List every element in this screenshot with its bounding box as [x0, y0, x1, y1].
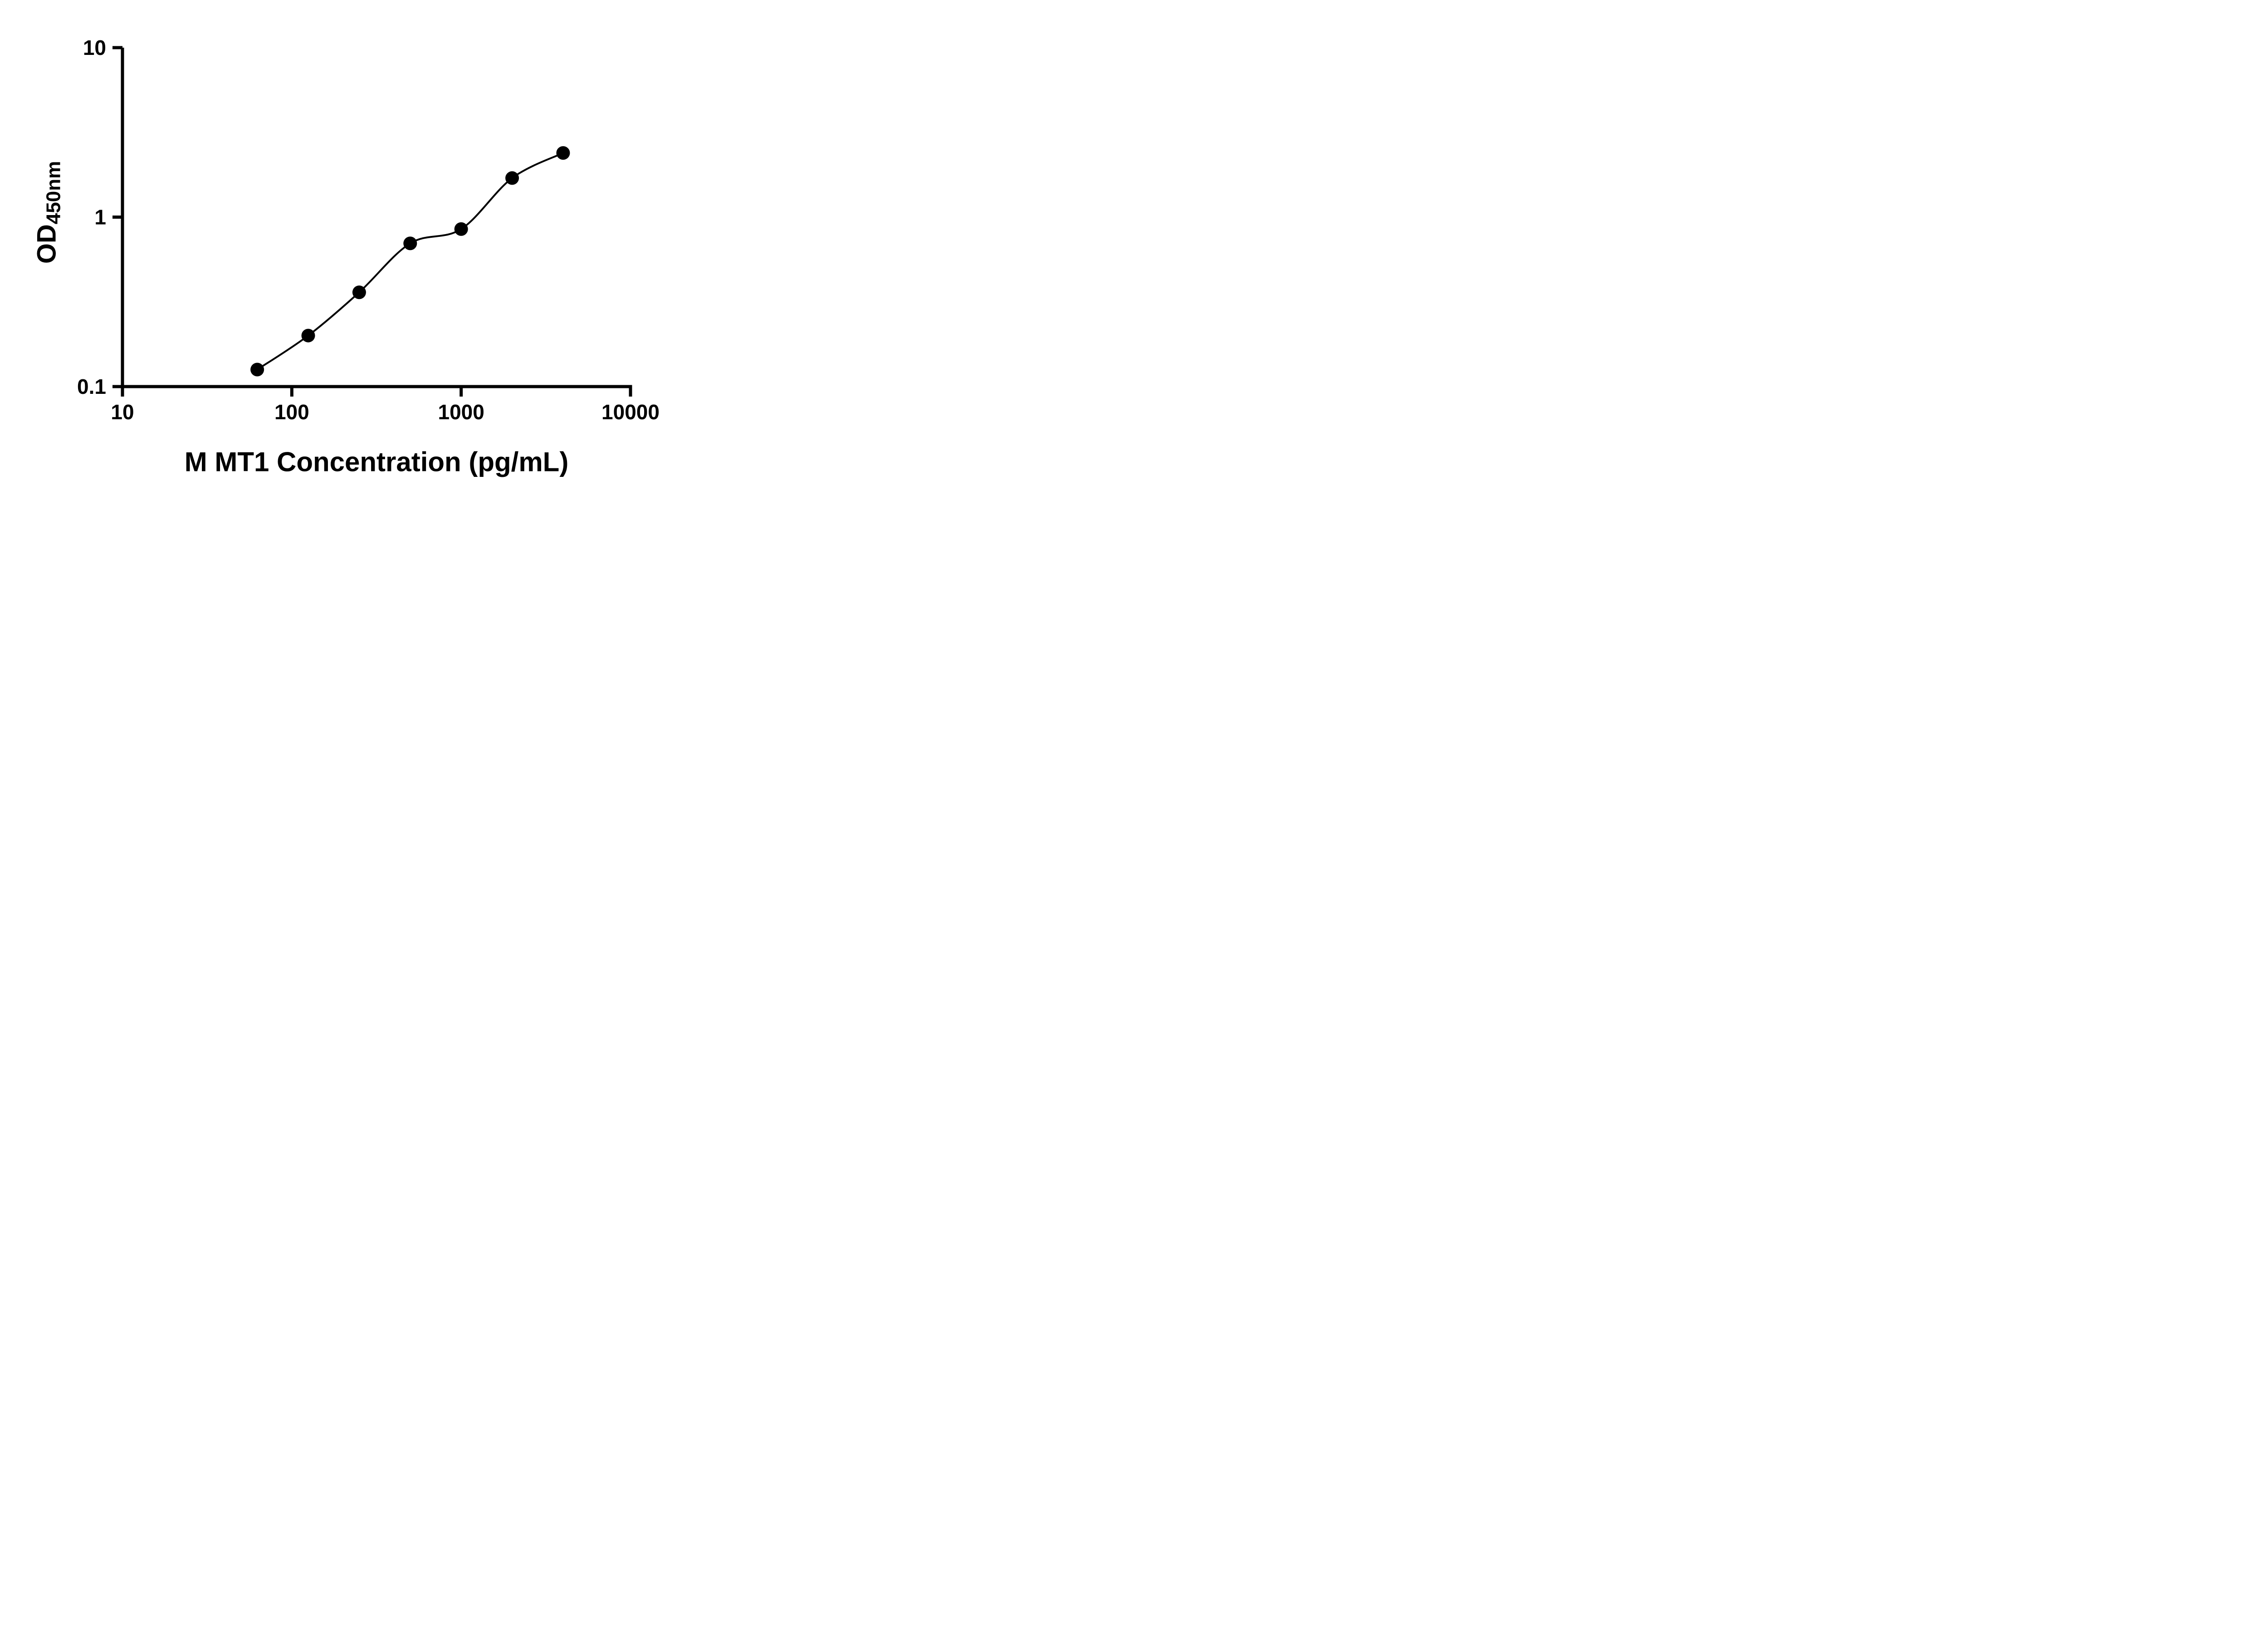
x-tick-label: 100: [274, 400, 309, 424]
y-tick-label: 1: [94, 206, 106, 229]
y-tick-label: 10: [83, 36, 106, 59]
x-tick-label: 1000: [438, 400, 484, 424]
data-point: [301, 329, 315, 343]
y-axis-title: OD450nm: [32, 161, 65, 264]
y-tick-label: 0.1: [77, 375, 106, 398]
x-tick-label: 10000: [601, 400, 660, 424]
elisa-standard-curve-figure: 0.1 1 10 10 100 1000 10000 OD450nm M MT1 Conce…: [0, 0, 701, 500]
data-point: [556, 146, 570, 160]
data-point: [454, 222, 468, 236]
data-point: [505, 171, 519, 185]
y-axis-label-subscript: 450nm: [42, 161, 65, 225]
data-point: [250, 363, 264, 377]
x-tick-label: 10: [111, 400, 134, 424]
data-point: [403, 236, 417, 250]
y-axis-label-text: OD: [32, 224, 62, 264]
chart-canvas: 0.1 1 10 10 100 1000 10000: [77, 36, 660, 424]
data-point: [352, 285, 366, 299]
x-axis-title: M MT1 Concentration (pg/mL): [184, 446, 569, 477]
